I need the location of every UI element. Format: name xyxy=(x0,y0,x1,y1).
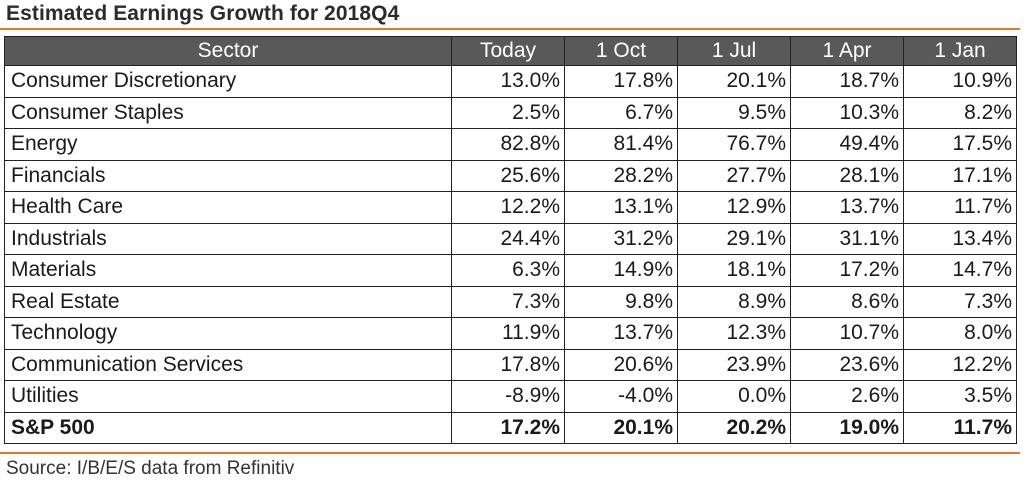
value-cell: 8.2% xyxy=(903,96,1017,129)
value-cell: 10.3% xyxy=(790,96,904,129)
sector-cell: Health Care xyxy=(4,191,452,224)
value-cell: 20.2% xyxy=(677,411,791,444)
value-cell: 13.7% xyxy=(790,191,904,224)
table-row: Materials 6.3% 14.9% 18.1% 17.2% 14.7% xyxy=(4,254,1017,287)
value-cell: 8.6% xyxy=(790,285,904,318)
column-header-sector: Sector xyxy=(4,36,452,66)
sector-cell: Consumer Staples xyxy=(4,96,452,129)
value-cell: 17.5% xyxy=(903,128,1017,161)
value-cell: 13.1% xyxy=(564,191,678,224)
table-row: Real Estate 7.3% 9.8% 8.9% 8.6% 7.3% xyxy=(4,285,1017,318)
total-row: S&P 500 17.2% 20.1% 20.2% 19.0% 11.7% xyxy=(4,411,1017,444)
value-cell: 18.7% xyxy=(790,65,904,98)
value-cell: 17.8% xyxy=(564,65,678,98)
value-cell: 12.3% xyxy=(677,317,791,350)
table-row: Industrials 24.4% 31.2% 29.1% 31.1% 13.4% xyxy=(4,222,1017,255)
value-cell: -4.0% xyxy=(564,380,678,413)
table-row: Communication Services 17.8% 20.6% 23.9% 23.… xyxy=(4,348,1017,381)
sector-cell: Industrials xyxy=(4,222,452,255)
table-row: Consumer Discretionary 13.0% 17.8% 20.1% 18.… xyxy=(4,65,1017,98)
value-cell: 11.7% xyxy=(903,191,1017,224)
value-cell: 23.6% xyxy=(790,348,904,381)
value-cell: 13.0% xyxy=(451,65,565,98)
sector-cell: Real Estate xyxy=(4,285,452,318)
value-cell: 20.1% xyxy=(677,65,791,98)
title-rule xyxy=(0,28,1020,30)
value-cell: 25.6% xyxy=(451,159,565,192)
earnings-growth-table: Sector Today 1 Oct 1 Jul 1 Apr 1 Jan Con… xyxy=(4,36,1017,444)
value-cell: 13.4% xyxy=(903,222,1017,255)
value-cell: 14.9% xyxy=(564,254,678,287)
value-cell: 76.7% xyxy=(677,128,791,161)
value-cell: -8.9% xyxy=(451,380,565,413)
value-cell: 17.8% xyxy=(451,348,565,381)
value-cell: 17.2% xyxy=(451,411,565,444)
sector-cell: Energy xyxy=(4,128,452,161)
value-cell: 27.7% xyxy=(677,159,791,192)
value-cell: 23.9% xyxy=(677,348,791,381)
sector-cell: S&P 500 xyxy=(4,411,452,444)
value-cell: 3.5% xyxy=(903,380,1017,413)
value-cell: 17.2% xyxy=(790,254,904,287)
value-cell: 9.8% xyxy=(564,285,678,318)
value-cell: 11.7% xyxy=(903,411,1017,444)
value-cell: 12.9% xyxy=(677,191,791,224)
column-header-1-jan: 1 Jan xyxy=(903,36,1017,66)
value-cell: 81.4% xyxy=(564,128,678,161)
table-title: Estimated Earnings Growth for 2018Q4 xyxy=(6,2,400,25)
column-header-1-apr: 1 Apr xyxy=(790,36,904,66)
table-body: Consumer Discretionary 13.0% 17.8% 20.1% 18.… xyxy=(4,65,1017,444)
value-cell: 9.5% xyxy=(677,96,791,129)
value-cell: 14.7% xyxy=(903,254,1017,287)
value-cell: 20.6% xyxy=(564,348,678,381)
source-note: Source: I/B/E/S data from Refinitiv xyxy=(6,458,295,479)
header-row: Sector Today 1 Oct 1 Jul 1 Apr 1 Jan xyxy=(4,36,1017,66)
value-cell: 28.2% xyxy=(564,159,678,192)
value-cell: 19.0% xyxy=(790,411,904,444)
table-row: Consumer Staples 2.5% 6.7% 9.5% 10.3% 8.2% xyxy=(4,96,1017,129)
value-cell: 82.8% xyxy=(451,128,565,161)
value-cell: 13.7% xyxy=(564,317,678,350)
value-cell: 10.7% xyxy=(790,317,904,350)
table-row: Energy 82.8% 81.4% 76.7% 49.4% 17.5% xyxy=(4,128,1017,161)
value-cell: 18.1% xyxy=(677,254,791,287)
value-cell: 24.4% xyxy=(451,222,565,255)
value-cell: 31.2% xyxy=(564,222,678,255)
value-cell: 7.3% xyxy=(903,285,1017,318)
value-cell: 17.1% xyxy=(903,159,1017,192)
value-cell: 20.1% xyxy=(564,411,678,444)
value-cell: 10.9% xyxy=(903,65,1017,98)
value-cell: 8.9% xyxy=(677,285,791,318)
sector-cell: Financials xyxy=(4,159,452,192)
value-cell: 12.2% xyxy=(903,348,1017,381)
value-cell: 0.0% xyxy=(677,380,791,413)
column-header-today: Today xyxy=(451,36,565,66)
value-cell: 7.3% xyxy=(451,285,565,318)
sector-cell: Materials xyxy=(4,254,452,287)
value-cell: 8.0% xyxy=(903,317,1017,350)
value-cell: 29.1% xyxy=(677,222,791,255)
sector-cell: Technology xyxy=(4,317,452,350)
value-cell: 49.4% xyxy=(790,128,904,161)
value-cell: 12.2% xyxy=(451,191,565,224)
value-cell: 6.3% xyxy=(451,254,565,287)
value-cell: 6.7% xyxy=(564,96,678,129)
column-header-1-oct: 1 Oct xyxy=(564,36,678,66)
source-rule xyxy=(0,452,1020,454)
sector-cell: Consumer Discretionary xyxy=(4,65,452,98)
value-cell: 31.1% xyxy=(790,222,904,255)
value-cell: 2.5% xyxy=(451,96,565,129)
value-cell: 28.1% xyxy=(790,159,904,192)
sector-cell: Utilities xyxy=(4,380,452,413)
column-header-1-jul: 1 Jul xyxy=(677,36,791,66)
value-cell: 2.6% xyxy=(790,380,904,413)
table-row: Financials 25.6% 28.2% 27.7% 28.1% 17.1% xyxy=(4,159,1017,192)
value-cell: 11.9% xyxy=(451,317,565,350)
sector-cell: Communication Services xyxy=(4,348,452,381)
table-row: Utilities -8.9% -4.0% 0.0% 2.6% 3.5% xyxy=(4,380,1017,413)
table-row: Health Care 12.2% 13.1% 12.9% 13.7% 11.7% xyxy=(4,191,1017,224)
table-row: Technology 11.9% 13.7% 12.3% 10.7% 8.0% xyxy=(4,317,1017,350)
